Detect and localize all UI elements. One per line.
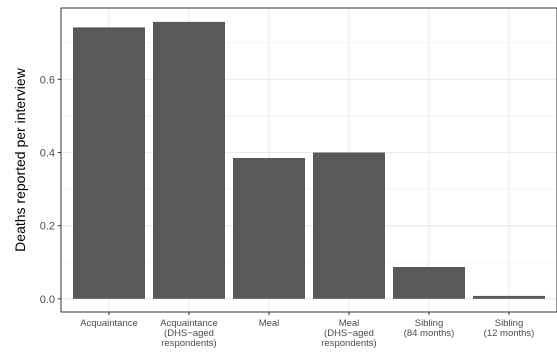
x-tick-label: Acquaintance (DHS−aged respondents) [160,318,218,349]
panel-border [60,7,557,313]
bar [313,152,385,299]
bar [473,295,545,299]
y-axis-ticks: 0.0 0.2 0.4 0.6 [40,74,61,306]
y-tick-label: 0.0 [40,294,55,306]
y-axis-title: Deaths reported per interview [12,67,28,252]
x-tick-label: Sibling (12 months) [484,318,535,339]
bar [233,157,305,299]
x-axis-ticks: Acquaintance Acquaintance (DHS−aged respond… [80,312,534,349]
x-tick-label: Acquaintance [80,318,138,329]
y-tick-label: 0.2 [40,221,55,233]
x-tick-label: Meal (DHS−aged respondents) [321,318,376,349]
bar [73,27,145,299]
y-tick-label: 0.4 [40,148,55,160]
x-tick-label: Meal [259,318,280,329]
bar [393,267,465,299]
bars-layer [73,21,545,299]
y-tick-label: 0.6 [40,74,55,86]
x-tick-label: Sibling (84 months) [404,318,455,339]
bar [153,21,225,299]
